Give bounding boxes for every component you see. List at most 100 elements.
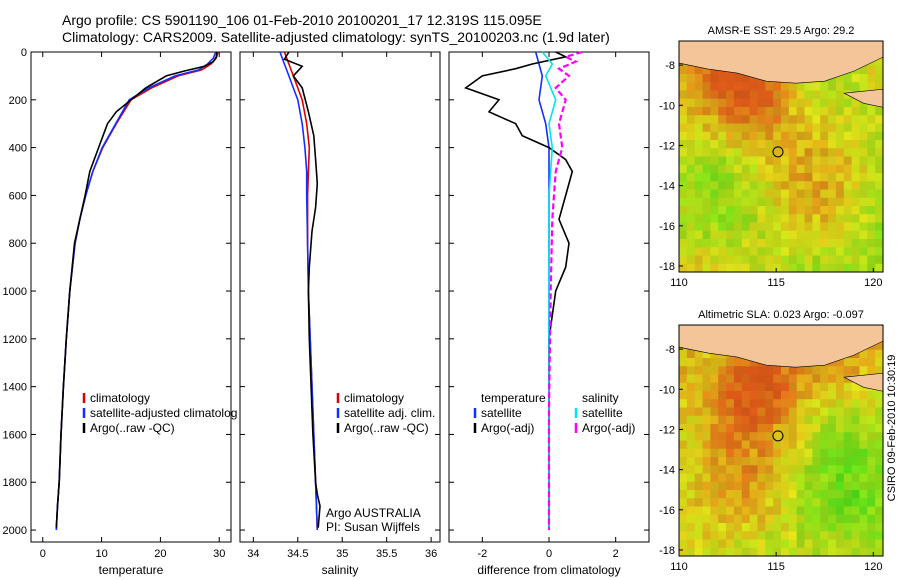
plot-frame	[30, 51, 232, 543]
field-cell	[781, 82, 790, 92]
field-cell	[796, 407, 806, 417]
field-cell	[749, 164, 759, 174]
field-cell	[843, 547, 853, 557]
field-cell	[718, 98, 727, 108]
field-cell	[773, 247, 782, 257]
field-cell	[781, 181, 790, 191]
y-tick-label: -14	[659, 181, 675, 193]
field-cell	[835, 206, 845, 215]
field-cell	[733, 197, 743, 207]
field-cell	[741, 523, 751, 532]
field-cell	[859, 197, 868, 207]
y-tick-label: -18	[659, 261, 675, 273]
field-cell	[835, 98, 845, 108]
field-cell	[867, 255, 876, 265]
field-cell	[765, 148, 774, 158]
field-cell	[781, 424, 790, 433]
field-cell	[718, 539, 727, 549]
field-cell	[851, 140, 861, 149]
field-cell	[851, 382, 861, 392]
field-cell	[804, 481, 813, 491]
field-cell	[757, 107, 766, 116]
field-cell	[843, 131, 853, 141]
field-cell	[796, 214, 806, 224]
field-cell	[757, 263, 766, 273]
field-cell	[835, 490, 845, 499]
field-cell	[781, 263, 790, 273]
field-cell	[812, 263, 821, 273]
field-cell	[710, 399, 719, 409]
field-cell	[702, 473, 711, 483]
field-cell	[733, 140, 743, 149]
field-cell	[741, 514, 751, 524]
y-tick-label: 1000	[3, 286, 27, 298]
field-cell	[835, 164, 845, 174]
legend-label: satellite adj. clim.	[344, 406, 435, 420]
field-cell	[867, 131, 876, 141]
field-cell	[788, 391, 798, 400]
field-cell	[781, 391, 790, 400]
field-cell	[867, 514, 876, 524]
x-tick-label: 10	[95, 548, 107, 560]
field-cell	[686, 514, 696, 524]
field-cell	[765, 531, 774, 541]
field-cell	[835, 358, 845, 367]
field-cell	[828, 539, 837, 549]
field-cell	[741, 123, 751, 133]
y-tick-label: -14	[659, 465, 675, 477]
field-cell	[812, 98, 821, 108]
field-cell	[765, 206, 774, 215]
field-cell	[859, 514, 868, 524]
field-cell	[710, 481, 719, 491]
field-cell	[875, 523, 884, 532]
field-cell	[843, 197, 853, 207]
field-cell	[820, 173, 829, 182]
field-cell	[733, 123, 743, 133]
field-cell	[843, 74, 853, 83]
field-cell	[702, 514, 711, 524]
field-cell	[702, 374, 711, 384]
field-cell	[859, 107, 868, 116]
field-cell	[835, 481, 845, 491]
field-cell	[796, 123, 806, 133]
field-cell	[757, 140, 766, 149]
field-cell	[679, 123, 688, 133]
field-cell	[828, 140, 837, 149]
x-tick-label: 2	[613, 548, 619, 560]
field-cell	[828, 131, 837, 141]
field-cell	[726, 424, 735, 433]
field-cell	[804, 498, 813, 508]
field-cell	[757, 197, 766, 207]
field-cell	[749, 230, 759, 240]
field-cell	[867, 230, 876, 240]
field-cell	[749, 247, 759, 257]
field-cell	[679, 148, 688, 158]
field-cell	[741, 82, 751, 92]
field-cell	[788, 148, 798, 158]
field-cell	[843, 407, 853, 417]
field-cell	[702, 391, 711, 400]
field-cell	[875, 506, 884, 516]
field-cell	[733, 465, 743, 475]
field-cell	[781, 189, 790, 199]
field-cell	[679, 90, 688, 100]
field-cell	[843, 173, 853, 182]
field-cell	[843, 140, 853, 149]
field-cell	[875, 366, 884, 376]
y-tick-label: -18	[659, 545, 675, 557]
field-cell	[733, 148, 743, 158]
field-cell	[710, 230, 719, 240]
field-cell	[851, 407, 861, 417]
field-cell	[718, 239, 727, 248]
field-cell	[741, 490, 751, 499]
field-cell	[694, 506, 704, 516]
field-cell	[820, 206, 829, 215]
field-cell	[828, 374, 837, 384]
field-cell	[828, 189, 837, 199]
field-cell	[796, 156, 806, 166]
field-cell	[694, 189, 704, 199]
field-cell	[686, 457, 696, 466]
field-cell	[718, 255, 727, 265]
field-cell	[726, 506, 735, 516]
field-cell	[726, 432, 735, 442]
